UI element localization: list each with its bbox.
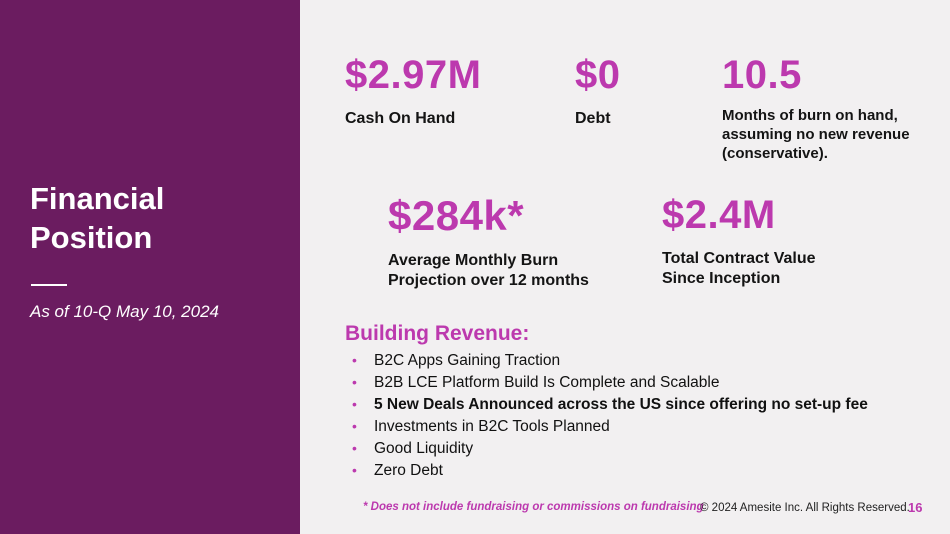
list-item-text: B2B LCE Platform Build Is Complete and S… xyxy=(374,374,720,391)
bullet-icon: • xyxy=(352,374,357,390)
page-title: Financial Position xyxy=(30,181,165,255)
list-item: • B2C Apps Gaining Traction xyxy=(348,352,928,374)
stat-months-of-burn: 10.5 Months of burn on hand, assuming no… xyxy=(722,55,932,163)
bullet-icon: • xyxy=(352,440,357,456)
building-revenue-heading: Building Revenue: xyxy=(345,322,530,345)
as-of-date: As of 10-Q May 10, 2024 xyxy=(30,302,219,321)
stat-value: $2.4M xyxy=(662,193,776,237)
list-item: • 5 New Deals Announced across the US si… xyxy=(348,396,928,418)
stat-label: Debt xyxy=(575,110,611,127)
list-item-text: Good Liquidity xyxy=(374,440,474,457)
stat-value: $2.97M xyxy=(345,53,482,97)
list-item-text: B2C Apps Gaining Traction xyxy=(374,352,561,369)
title-divider xyxy=(31,284,67,286)
bullet-icon: • xyxy=(352,418,357,434)
page-number: 16 xyxy=(908,500,923,515)
list-item-text: Zero Debt xyxy=(374,462,443,479)
stat-average-monthly-burn: $284k* Average Monthly Burn Projection o… xyxy=(388,195,603,291)
stat-label: Cash On Hand xyxy=(345,110,456,127)
stat-value: 10.5 xyxy=(722,53,802,97)
bullet-icon: • xyxy=(352,396,357,412)
footnote: * Does not include fundraising or commis… xyxy=(363,501,704,513)
stat-value: $284k* xyxy=(388,192,525,239)
stat-cash-on-hand: $2.97M Cash On Hand xyxy=(345,55,481,129)
bullet-icon: • xyxy=(352,462,357,478)
list-item: • Zero Debt xyxy=(348,462,928,484)
stat-total-contract-value: $2.4M Total Contract Value Since Incepti… xyxy=(662,195,837,289)
list-item: • Good Liquidity xyxy=(348,440,928,462)
list-item-text: Investments in B2C Tools Planned xyxy=(374,418,610,435)
stat-label: Total Contract Value Since Inception xyxy=(662,250,816,287)
stat-debt: $0 Debt xyxy=(575,55,621,129)
stat-value: $0 xyxy=(575,53,621,97)
copyright: © 2024 Amesite Inc. All Rights Reserved. xyxy=(700,502,910,514)
list-item-text: 5 New Deals Announced across the US sinc… xyxy=(374,396,868,413)
sidebar-panel: Financial Position As of 10-Q May 10, 20… xyxy=(0,0,300,534)
list-item: • Investments in B2C Tools Planned xyxy=(348,418,928,440)
list-item: • B2B LCE Platform Build Is Complete and… xyxy=(348,374,928,396)
stat-label: Months of burn on hand, assuming no new … xyxy=(722,107,910,162)
stat-label: Average Monthly Burn Projection over 12 … xyxy=(388,252,589,289)
building-revenue-list: • B2C Apps Gaining Traction • B2B LCE Pl… xyxy=(348,352,928,484)
bullet-icon: • xyxy=(352,352,357,368)
